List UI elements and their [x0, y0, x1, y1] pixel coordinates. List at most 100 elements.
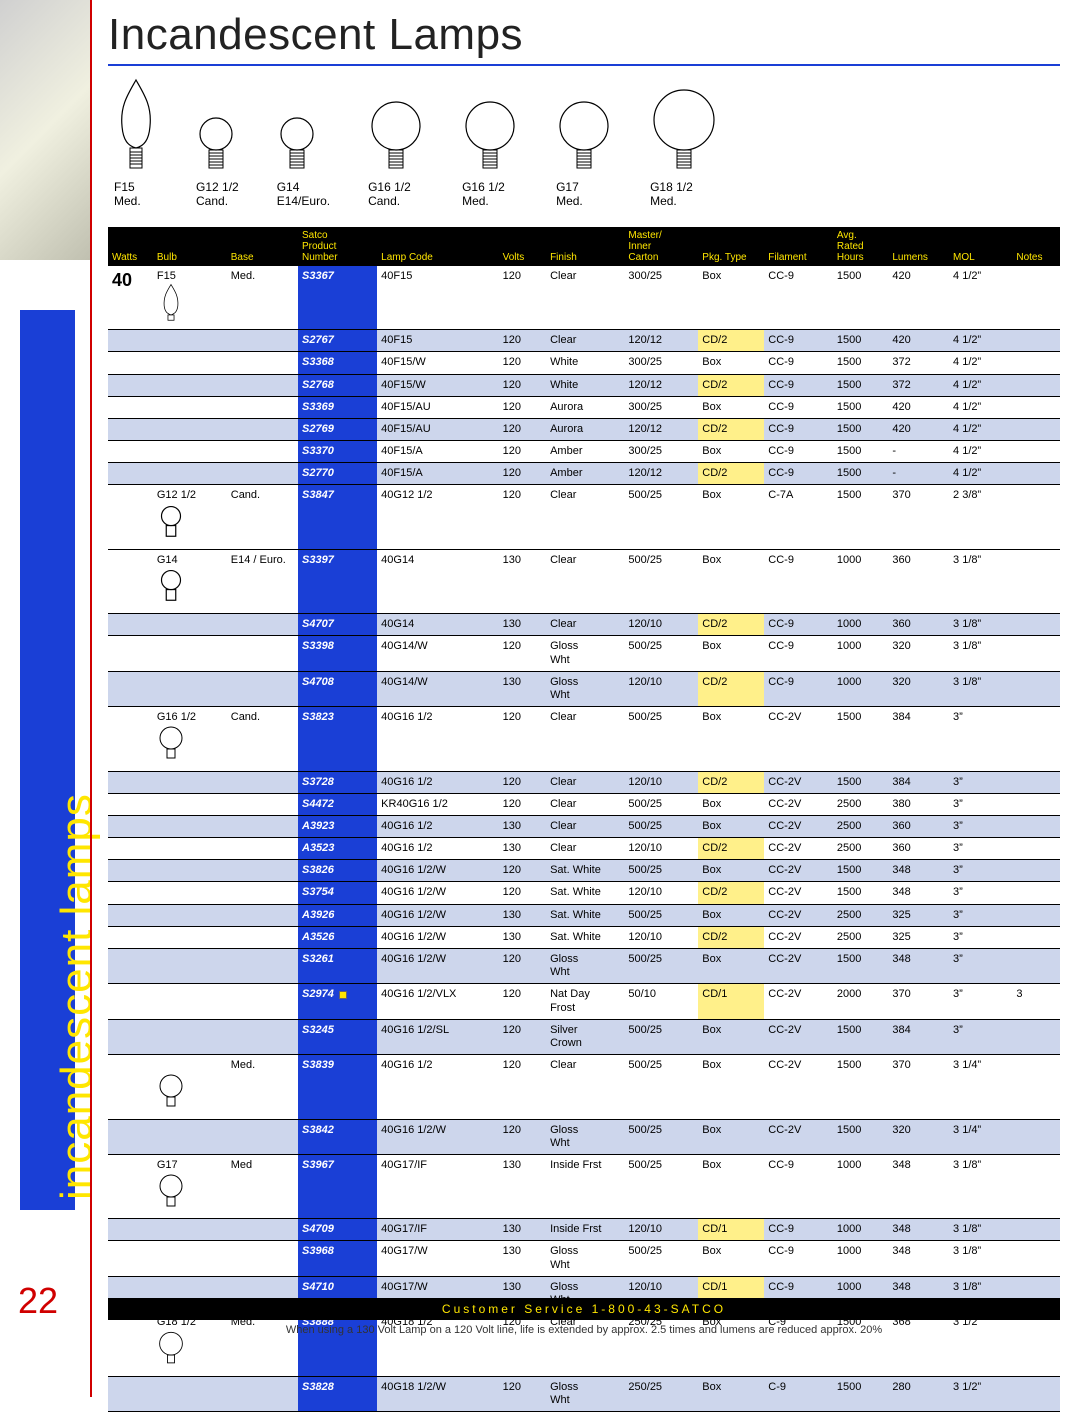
cell-hrs: 1500 — [833, 374, 888, 396]
cell-lum: 320 — [888, 1119, 949, 1154]
cell-lum: - — [888, 441, 949, 463]
cell-mol: 3 1/8” — [949, 671, 1012, 706]
cell-mol: 4 1/2” — [949, 374, 1012, 396]
cell-pkg: CD/1 — [698, 984, 764, 1019]
cell-pkg: CD/1 — [698, 1219, 764, 1241]
cell-lum: - — [888, 463, 949, 485]
cell-basecell: Med. — [227, 1312, 298, 1376]
cell-finish: White — [546, 352, 624, 374]
cell-fil: CC-2V — [764, 707, 833, 771]
cell-pkg: Box — [698, 1241, 764, 1276]
cell-hrs: 1500 — [833, 266, 888, 330]
cell-mol: 3 1/8” — [949, 614, 1012, 636]
cell-basecell — [227, 860, 298, 882]
cell-volts: 120 — [499, 266, 547, 330]
cell-pn: S2767 — [298, 330, 377, 352]
cell-basecell — [227, 771, 298, 793]
cell-pn: S3398 — [298, 636, 377, 671]
bulb-silhouette: G16 1/2Cand. — [368, 98, 424, 209]
cell-carton: 120/10 — [624, 671, 698, 706]
cell-volts: 120 — [499, 441, 547, 463]
cell-mol: 4 1/2” — [949, 266, 1012, 330]
cell-fil: C-9 — [764, 1376, 833, 1411]
column-header: Watts — [108, 227, 153, 266]
cell-lamp: 40G16 1/2 — [377, 838, 498, 860]
cell-lum: 360 — [888, 614, 949, 636]
cell-pkg: CD/2 — [698, 463, 764, 485]
cell-fil: C-7A — [764, 485, 833, 549]
cell-lamp: 40G16 1/2/W — [377, 860, 498, 882]
cell-carton: 500/25 — [624, 904, 698, 926]
cell-finish: Amber — [546, 441, 624, 463]
cell-watts — [108, 614, 153, 636]
cell-notes — [1012, 926, 1060, 948]
cell-mol: 3 1/8” — [949, 549, 1012, 613]
table-row: G16 1/2Cand.S382340G16 1/2120Clear500/25… — [108, 707, 1060, 771]
cell-finish: Clear — [546, 707, 624, 771]
cell-hrs: 1000 — [833, 1241, 888, 1276]
cell-watts — [108, 1312, 153, 1376]
cell-watts — [108, 636, 153, 671]
cell-watts — [108, 418, 153, 440]
cell-mol: 4 1/2” — [949, 418, 1012, 440]
cell-finish: Aurora — [546, 396, 624, 418]
table-body: 40F15Med.S336740F15120Clear300/25BoxCC-9… — [108, 266, 1060, 1412]
cell-carton: 250/25 — [624, 1312, 698, 1376]
cell-fil: CC-9 — [764, 352, 833, 374]
cell-mol: 3” — [949, 860, 1012, 882]
table-row: S324540G16 1/2/SL120SilverCrown500/25Box… — [108, 1019, 1060, 1054]
cell-lum: 348 — [888, 949, 949, 984]
cell-notes — [1012, 266, 1060, 330]
cell-carton: 300/25 — [624, 441, 698, 463]
cell-lamp: 40G14/W — [377, 671, 498, 706]
cell-fil: CC-2V — [764, 904, 833, 926]
table-row: G18 1/2Med.S388840G18 1/2120Clear250/25B… — [108, 1312, 1060, 1376]
cell-basecell — [227, 463, 298, 485]
cell-pn: A3923 — [298, 815, 377, 837]
cell-notes — [1012, 396, 1060, 418]
cell-pkg: Box — [698, 549, 764, 613]
cell-notes — [1012, 904, 1060, 926]
cell-volts: 120 — [499, 485, 547, 549]
cell-watts — [108, 352, 153, 374]
cell-fil: CC-2V — [764, 860, 833, 882]
cell-volts: 120 — [499, 949, 547, 984]
cell-lamp: 40F15/W — [377, 374, 498, 396]
cell-lamp: 40G16 1/2 — [377, 1055, 498, 1119]
cell-pn: S2974 — [298, 984, 377, 1019]
cell-fil: CC-2V — [764, 882, 833, 904]
table-row: S470940G17/IF130Inside Frst120/10CD/1CC-… — [108, 1219, 1060, 1241]
cell-volts: 130 — [499, 815, 547, 837]
table-row: S375440G16 1/2/W120Sat. White120/10CD/2C… — [108, 882, 1060, 904]
cell-watts — [108, 1119, 153, 1154]
cell-mol: 4 1/2” — [949, 330, 1012, 352]
cell-volts: 120 — [499, 330, 547, 352]
cell-notes — [1012, 418, 1060, 440]
cell-volts: 120 — [499, 374, 547, 396]
cell-hrs: 1500 — [833, 485, 888, 549]
cell-watts — [108, 984, 153, 1019]
cell-carton: 500/25 — [624, 815, 698, 837]
cell-bulbcell — [153, 352, 227, 374]
cell-fil: CC-2V — [764, 1055, 833, 1119]
cell-lamp: 40F15/A — [377, 463, 498, 485]
cell-pn: A3523 — [298, 838, 377, 860]
cell-bulbcell — [153, 1376, 227, 1411]
cell-hrs: 2500 — [833, 904, 888, 926]
cell-volts: 120 — [499, 771, 547, 793]
cell-pkg: Box — [698, 1019, 764, 1054]
cell-pkg: Box — [698, 1312, 764, 1376]
table-row: S276840F15/W120White120/12CD/2CC-9150037… — [108, 374, 1060, 396]
cell-carton: 500/25 — [624, 707, 698, 771]
table-row: S277040F15/A120Amber120/12CD/2CC-91500-4… — [108, 463, 1060, 485]
cell-hrs: 2000 — [833, 984, 888, 1019]
cell-finish: SilverCrown — [546, 1019, 624, 1054]
cell-lum: 372 — [888, 352, 949, 374]
cell-lamp: 40G14 — [377, 549, 498, 613]
column-header: Avg.RatedHours — [833, 227, 888, 266]
cell-bulbcell — [153, 771, 227, 793]
cell-lum: 360 — [888, 549, 949, 613]
cell-finish: Clear — [546, 614, 624, 636]
cell-fil: CC-9 — [764, 396, 833, 418]
cell-lamp: 40G16 1/2/W — [377, 1119, 498, 1154]
